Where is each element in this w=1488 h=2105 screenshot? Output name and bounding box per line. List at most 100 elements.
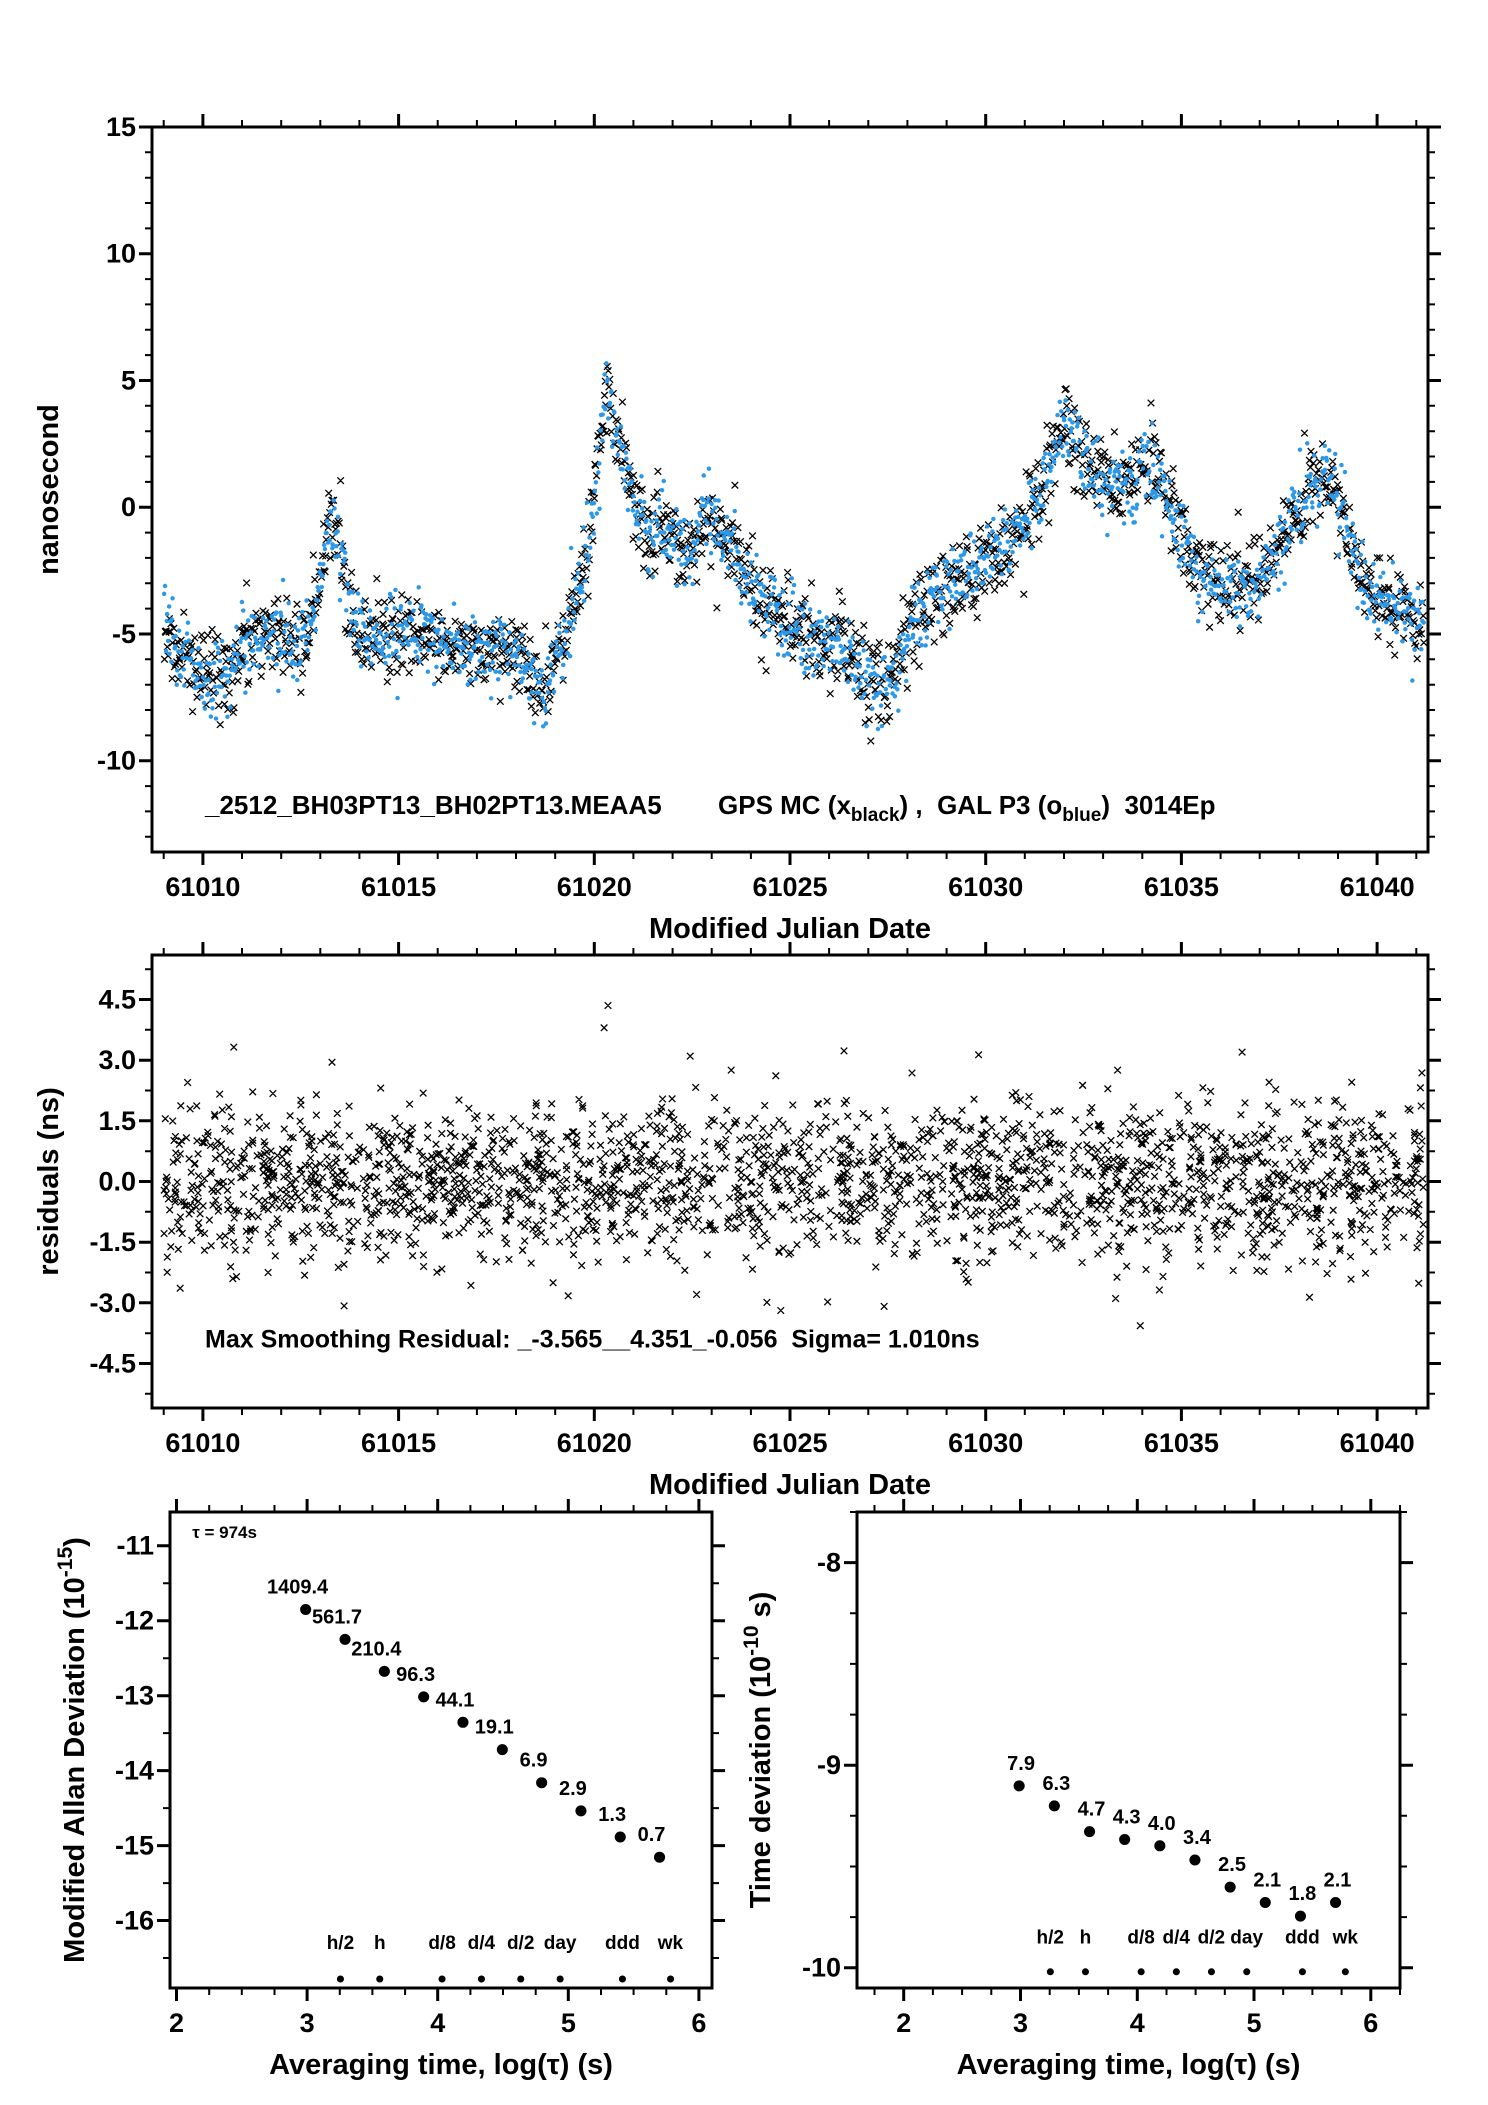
time-marker-label: d/2 — [507, 1933, 534, 1954]
tdev-value-label: 1.8 — [1288, 1883, 1316, 1905]
axes-border — [150, 125, 1430, 854]
time-marker-label: d/8 — [428, 1933, 455, 1954]
mdev-value-label: 1409.4 — [267, 1577, 329, 1599]
minor-ticks — [850, 1505, 1407, 1995]
text-part: -10 — [740, 1625, 763, 1655]
time-marker-label: wk — [1332, 1927, 1359, 1948]
y-tick-label: -10 — [97, 746, 136, 776]
x-tick-label: 5 — [561, 2008, 576, 2038]
major-ticks — [139, 114, 1441, 865]
y-tick-label: 4.5 — [98, 984, 136, 1014]
y-tick-label: 10 — [106, 239, 136, 269]
text-part: black — [851, 805, 900, 826]
minor-ticks — [145, 948, 1435, 1415]
minor-ticks — [145, 120, 1435, 859]
mdev-value-label: 44.1 — [435, 1689, 474, 1711]
y-tick-label: -16 — [115, 1906, 154, 1936]
y-tick-label: -3.0 — [89, 1288, 136, 1318]
text-part: -15 — [54, 1547, 77, 1578]
y-tick-label: -1.5 — [89, 1227, 136, 1257]
x-tick-label: 61035 — [1144, 1428, 1219, 1458]
mdev-value-label: 6.9 — [520, 1750, 548, 1772]
x-tick-label: 61015 — [361, 1428, 436, 1458]
x-tick-label: 61025 — [752, 872, 827, 902]
tdev-value-label: 3.4 — [1183, 1827, 1212, 1849]
panel-tdev: 7.9 6.3 4.7 4.3 4.0 3.4 2.5 2.1 1.8 2.1 h/2 h d/8 d/4… — [740, 1499, 1413, 2081]
y-axis-label: Time deviation (10-10 s) — [740, 1592, 777, 1909]
y-tick-label: -4.5 — [89, 1349, 136, 1379]
text-part: GPS MC (x — [718, 790, 851, 820]
gal-p3-markers — [161, 361, 1426, 732]
panel-mdev: 1409.4 561.7 210.4 96.344.119.1 6.9 2.9 1.3 0.7… — [54, 1499, 725, 2081]
y-tick-label: -9 — [817, 1750, 841, 1780]
x-tick-label: 4 — [430, 2008, 445, 2038]
x-axis-label: Averaging time, log(τ) (s) — [957, 2049, 1301, 2081]
y-axis-label: residuals (ns) — [33, 1087, 65, 1276]
text-part: 3014Ep — [1124, 790, 1215, 820]
x-axis-label: Modified Julian Date — [649, 1469, 931, 1501]
x-tick-label: 61025 — [752, 1428, 827, 1458]
time-marker-label: day — [1230, 1927, 1263, 1948]
tdev-value-label: 7.9 — [1007, 1753, 1035, 1775]
y-tick-label: 15 — [106, 112, 136, 142]
x-tick-label: 2 — [169, 2008, 184, 2038]
time-marker-label: d/4 — [1163, 1927, 1191, 1948]
tdev-value-label: 2.1 — [1253, 1870, 1281, 1892]
text-part: blue — [1062, 805, 1101, 826]
gps-mc-markers — [160, 362, 1428, 745]
axes-border — [855, 1510, 1402, 1990]
x-axis-label: Modified Julian Date — [649, 913, 931, 945]
mdev-value-label: 19.1 — [475, 1717, 514, 1739]
minor-ticks — [163, 1505, 719, 1995]
mdev-value-label: 96.3 — [396, 1664, 435, 1686]
y-tick-label: -5 — [112, 619, 136, 649]
x-tick-label: 61035 — [1144, 872, 1219, 902]
text-part: s) — [745, 1592, 777, 1626]
text-part: GAL P3 (o — [937, 790, 1062, 820]
dataset-annotation: _2512_BH03PT13_BH02PT13.MEAA5 GPS MC (xbl… — [204, 790, 1216, 826]
y-tick-label: -12 — [115, 1606, 154, 1636]
x-tick-label: 2 — [896, 2008, 911, 2038]
y-tick-label: 1.5 — [98, 1106, 136, 1136]
x-tick-label: 61020 — [557, 872, 632, 902]
x-tick-label: 61020 — [557, 1428, 632, 1458]
time-marker-label: h — [374, 1933, 386, 1954]
text-part: ) , — [900, 790, 938, 820]
tdev-value-label: 4.7 — [1078, 1799, 1106, 1821]
time-marker-label: h — [1080, 1927, 1092, 1948]
x-tick-label: 61030 — [948, 1428, 1023, 1458]
x-tick-label: 61010 — [165, 872, 240, 902]
x-tick-label: 3 — [300, 2008, 315, 2038]
y-tick-label: 0.0 — [98, 1167, 136, 1197]
y-tick-label: 5 — [121, 365, 136, 395]
tau-annotation: τ = 974s — [192, 1523, 257, 1542]
major-ticks — [844, 1499, 1413, 2001]
y-tick-label: -14 — [115, 1756, 154, 1786]
time-marker-label: d/2 — [1198, 1927, 1225, 1948]
x-tick-label: 61015 — [361, 872, 436, 902]
tdev-value-label: 2.1 — [1324, 1870, 1352, 1892]
text-part: Time deviation (10 — [745, 1656, 777, 1909]
text-part: Modified Allan Deviation (10 — [59, 1577, 91, 1963]
mdev-value-label: 0.7 — [638, 1824, 666, 1846]
y-tick-label: -10 — [802, 1953, 841, 1983]
x-axis-label: Averaging time, log(τ) (s) — [269, 2049, 613, 2081]
x-tick-label: 61010 — [165, 1428, 240, 1458]
tdev-points — [1013, 1780, 1342, 1922]
panel-residuals: 61010 61015 61020 61025 61030 61035 61040 -4.5 -… — [33, 942, 1441, 1501]
mdev-points — [300, 1604, 666, 1863]
y-tick-label: 3.0 — [98, 1045, 136, 1075]
mdev-value-label: 1.3 — [598, 1804, 626, 1826]
x-tick-label: 61040 — [1340, 1428, 1415, 1458]
time-marker-label: day — [544, 1933, 577, 1954]
y-tick-label: -15 — [115, 1831, 154, 1861]
time-marker-label: ddd — [1285, 1927, 1320, 1948]
x-tick-label: 4 — [1130, 2008, 1145, 2038]
x-tick-label: 61030 — [948, 872, 1023, 902]
y-axis-label: nanosecond — [33, 404, 65, 575]
panel-gps-gal-scatter: 61010 61015 61020 61025 61030 61035 61040 -10 -5… — [33, 112, 1441, 945]
residual-annotation: Max Smoothing Residual: _-3.565__4.351_-… — [205, 1325, 980, 1353]
time-marker-label: h/2 — [1037, 1927, 1064, 1948]
